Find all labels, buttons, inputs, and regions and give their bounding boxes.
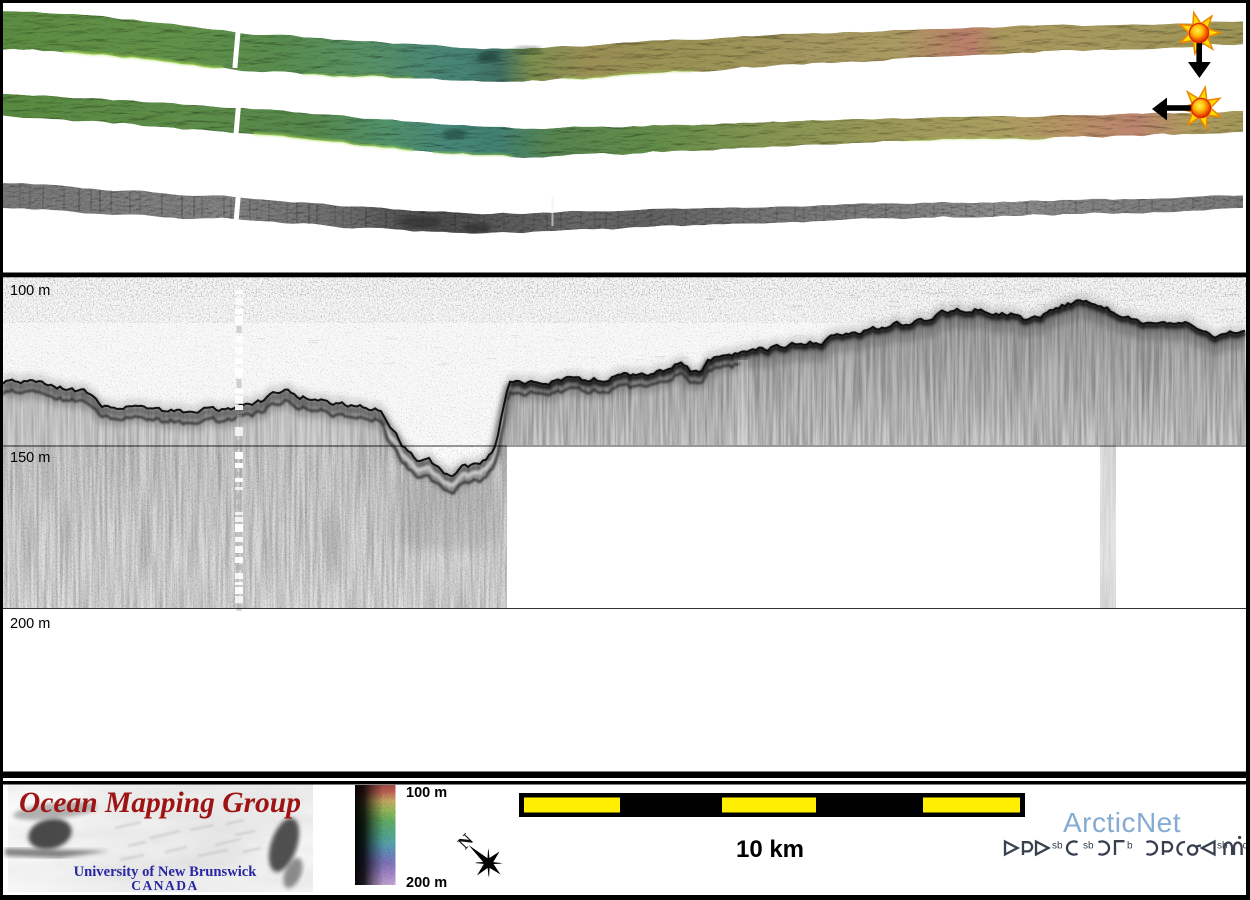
svg-text:sb: sb xyxy=(1217,841,1228,852)
svg-text:University of New Brunswick: University of New Brunswick xyxy=(74,864,258,880)
svg-text:c: c xyxy=(1243,841,1248,852)
svg-text:100 m: 100 m xyxy=(10,283,50,299)
svg-text:200 m: 200 m xyxy=(406,875,447,891)
svg-text:100 m: 100 m xyxy=(406,785,447,801)
svg-text:sb: sb xyxy=(1052,841,1063,852)
svg-text:CANADA: CANADA xyxy=(131,878,199,893)
svg-text:sb: sb xyxy=(1083,841,1094,852)
svg-text:Ocean Mapping Group: Ocean Mapping Group xyxy=(19,787,301,819)
svg-text:10 km: 10 km xyxy=(736,836,804,863)
svg-text:150 m: 150 m xyxy=(10,450,50,466)
svg-text:b: b xyxy=(1127,841,1133,852)
svg-text:ArcticNet: ArcticNet xyxy=(1063,807,1181,838)
svg-text:200 m: 200 m xyxy=(10,616,50,632)
